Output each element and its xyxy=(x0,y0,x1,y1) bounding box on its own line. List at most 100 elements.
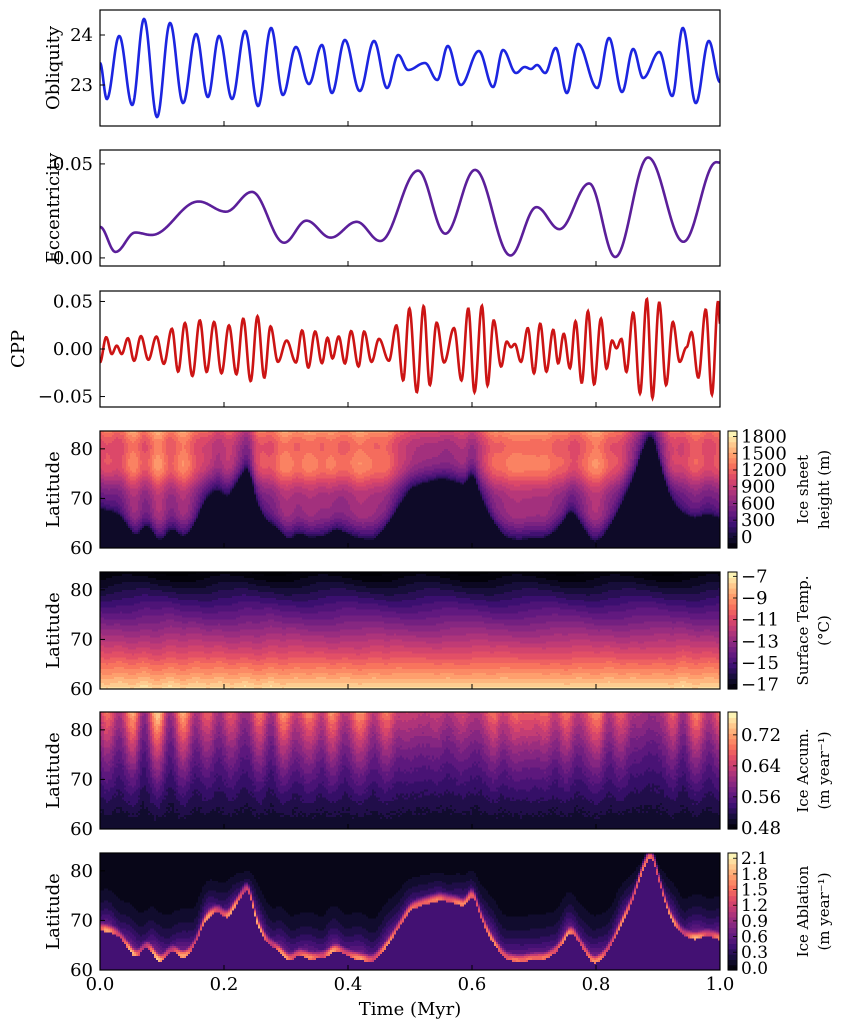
y-axis-label: Latitude xyxy=(43,873,64,950)
y-tick-label: 0.05 xyxy=(53,291,93,312)
colorbar-tick-label: 900 xyxy=(741,477,775,498)
colorbar-ice-accumulation: 0.72 0.64 0.56 0.48 Ice Accum. (m year⁻¹) xyxy=(727,711,833,839)
colorbar-tick-label: −9 xyxy=(741,588,768,609)
colorbar-band xyxy=(728,603,737,610)
y-tick-label: 24 xyxy=(70,25,93,46)
heatmap-surface-temperature xyxy=(100,572,720,689)
colorbar-tick-label: 2.1 xyxy=(741,849,768,869)
y-axis-label: Latitude xyxy=(43,732,64,809)
colorbar-band xyxy=(728,813,737,819)
colorbar-label: (m year⁻¹) xyxy=(815,731,833,809)
colorbar-tick-label: −7 xyxy=(741,566,768,587)
colorbar-band xyxy=(728,532,737,538)
colorbar-tick-label: 1800 xyxy=(741,427,787,448)
colorbar-band xyxy=(728,630,737,637)
colorbar-band xyxy=(728,954,737,960)
colorbar-band xyxy=(728,874,737,881)
colorbar-band xyxy=(728,678,737,685)
colorbar-band xyxy=(728,572,737,578)
colorbar-band xyxy=(728,786,737,793)
colorbar-band xyxy=(728,635,737,642)
colorbar-tick-label: 0.9 xyxy=(741,912,768,932)
heatmap-ice-sheet-height xyxy=(100,431,720,548)
colorbar-band xyxy=(728,770,737,777)
y-tick-label: 60 xyxy=(70,538,93,559)
y-tick-label: 0.00 xyxy=(53,248,93,269)
colorbar-ice-ablation: 2.11.81.51.20.90.60.30.0 Ice Ablation (m y… xyxy=(727,849,833,979)
colorbar-tick-label: −11 xyxy=(741,610,779,631)
colorbar-band xyxy=(728,457,737,464)
colorbar-tick-label: 1.5 xyxy=(741,881,768,901)
y-axis-label: Eccentricity xyxy=(43,152,64,263)
colorbar-frame xyxy=(727,430,738,549)
colorbar-surface-temperature: −7−9−11−13−15−17 Surface Temp. (°C) xyxy=(727,566,833,696)
colorbar-tick-label: 0.3 xyxy=(741,943,768,963)
colorbar-label: Surface Temp. xyxy=(794,576,812,686)
colorbar-tick-label: 0.64 xyxy=(741,756,781,777)
colorbar-band xyxy=(728,593,737,600)
colorbar-band xyxy=(728,542,737,549)
colorbar-tick-label: 0 xyxy=(741,527,752,548)
colorbar-frame xyxy=(727,571,738,690)
colorbar-band xyxy=(728,781,737,788)
colorbar-band xyxy=(728,646,737,653)
colorbar-band xyxy=(728,494,737,501)
axes-frame xyxy=(99,711,721,830)
x-tick-label: 0.4 xyxy=(334,974,363,995)
colorbar-tick-label: −15 xyxy=(741,653,779,674)
x-axis-label: Time (Myr) xyxy=(359,999,461,1020)
colorbar-band xyxy=(728,717,737,724)
axes-frame xyxy=(99,571,721,690)
colorbar-tick-label: 0.48 xyxy=(741,818,781,839)
colorbar-tick-label: −17 xyxy=(741,675,779,696)
colorbar-band xyxy=(728,505,737,512)
colorbar-band xyxy=(728,462,737,469)
colorbar-tick-label: 0.56 xyxy=(741,787,781,808)
colorbar-tick-label: 1.2 xyxy=(741,896,768,916)
x-tick-label: 1.0 xyxy=(706,974,735,995)
colorbar-band xyxy=(728,738,737,745)
colorbar-band xyxy=(728,436,737,443)
colorbar-tick-label: 0.6 xyxy=(741,928,768,948)
colorbar-tick-label: 300 xyxy=(741,510,775,531)
colorbar-band xyxy=(728,797,737,804)
colorbar-band xyxy=(728,922,737,929)
colorbar-band xyxy=(728,743,737,750)
panel-cpp: 0.05 0.00 −0.05 CPP xyxy=(8,290,721,408)
y-tick-label: 60 xyxy=(70,679,93,700)
colorbar-band xyxy=(728,516,737,523)
colorbar-band xyxy=(728,802,737,809)
y-tick-label: −0.05 xyxy=(38,387,93,408)
colorbar-label: Ice Accum. xyxy=(794,728,812,812)
y-axis-label: CPP xyxy=(8,330,29,368)
colorbar-band xyxy=(728,775,737,782)
colorbar-band xyxy=(728,537,737,544)
heatmap-ice-ablation xyxy=(100,853,720,970)
colorbar-band xyxy=(728,625,737,632)
colorbar-band xyxy=(728,959,737,966)
colorbar-tick-label: 1200 xyxy=(741,460,787,481)
colorbar-band xyxy=(728,868,737,875)
axes-frame xyxy=(99,852,721,971)
colorbar-label: height (m) xyxy=(815,450,833,529)
colorbar-band xyxy=(728,853,737,859)
colorbar-tick-label: 0.72 xyxy=(741,725,781,746)
x-tick-label: 0.0 xyxy=(86,974,115,995)
colorbar-band xyxy=(728,964,737,971)
panel-ice-accumulation: 0.72 0.64 0.56 0.48 Ice Accum. (m year⁻¹) 80 70… xyxy=(43,711,833,840)
colorbar-band xyxy=(728,890,737,897)
x-axis: 0.0 0.2 0.4 0.6 0.8 1.0 Time (Myr) xyxy=(86,974,735,1020)
colorbar-label: Ice Ablation xyxy=(794,865,812,957)
colorbar-band xyxy=(728,614,737,621)
colorbar-tick-label: −13 xyxy=(741,631,779,652)
colorbar-band xyxy=(728,446,737,453)
y-tick-label: 80 xyxy=(70,580,93,601)
colorbar-band xyxy=(728,651,737,658)
colorbar-band xyxy=(728,431,737,437)
colorbar-band xyxy=(728,619,737,626)
panel-surface-temperature: −7−9−11−13−15−17 Surface Temp. (°C) 80 70 60 L… xyxy=(43,566,833,700)
